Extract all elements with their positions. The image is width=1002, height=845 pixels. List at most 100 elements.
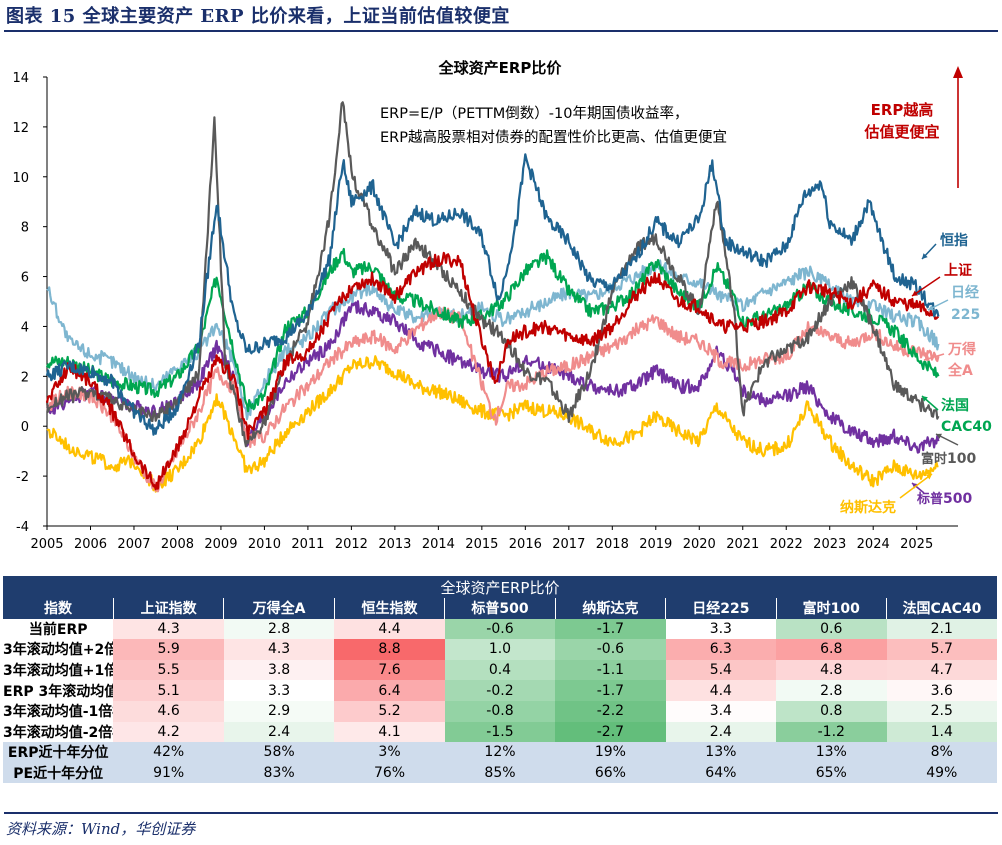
x-tick-label: 2009 bbox=[204, 537, 237, 552]
x-tick-label: 2013 bbox=[378, 537, 411, 552]
x-tick-label: 2020 bbox=[683, 537, 716, 552]
table-row: 3年滚动均值+1倍标准差5.53.87.60.4-1.15.44.84.7 bbox=[3, 659, 997, 681]
row-label: 3年滚动均值-2倍标准差 bbox=[3, 724, 113, 741]
series-label-text: 日经 bbox=[951, 284, 979, 301]
series-label: 富时100 bbox=[921, 433, 976, 467]
series-label: 法国 CAC40 bbox=[921, 395, 992, 435]
column-header: 纳斯达克 bbox=[554, 598, 666, 619]
series-label: 纳斯达克 bbox=[840, 473, 933, 516]
series-label-text: 富时100 bbox=[921, 451, 976, 467]
table-cell: 8.8 bbox=[334, 639, 445, 660]
x-tick-label: 2010 bbox=[248, 537, 281, 552]
percentile-row: ERP近十年分位 42% 58% 3% 12% 19% 13% 13% 8% bbox=[3, 742, 997, 763]
series-line bbox=[46, 300, 940, 454]
table-cell: 0.8 bbox=[776, 700, 887, 722]
y-tick-label: 10 bbox=[12, 171, 29, 186]
table-cell: 2.8 bbox=[223, 618, 335, 640]
series-line bbox=[45, 153, 940, 436]
label-pointer-head bbox=[928, 305, 934, 311]
table-cell: 3.3 bbox=[665, 618, 777, 640]
table-cell: 3.6 bbox=[886, 680, 997, 701]
series-label: 标普500 bbox=[911, 482, 972, 507]
row-label: PE近十年分位 bbox=[3, 762, 114, 784]
table-cell: -2.2 bbox=[555, 700, 666, 722]
column-header: 日经225 bbox=[665, 598, 777, 619]
label-pointer-head bbox=[936, 433, 942, 439]
table-cell: 65% bbox=[776, 762, 887, 784]
series-line bbox=[46, 355, 939, 493]
y-tick-label: 12 bbox=[12, 121, 29, 136]
table-cell: 3.4 bbox=[665, 700, 777, 722]
table-cell: 1.0 bbox=[444, 639, 556, 660]
table-corner: 指数 bbox=[3, 598, 114, 619]
table-cell: 5.7 bbox=[886, 639, 997, 660]
series-line bbox=[45, 306, 940, 493]
series-label-text: 全A bbox=[947, 362, 973, 379]
erp-table: 全球资产ERP比价 指数 上证指数 万得全A 恒生指数 标普500 纳斯达克 日经225 富… bbox=[3, 576, 997, 784]
table-cell: -0.8 bbox=[444, 700, 556, 722]
table-cell: 49% bbox=[886, 762, 997, 784]
formula-annotation: ERP=E/P（PETTM倒数）-10年期国债收益率， bbox=[380, 105, 688, 122]
table-cell: 0.4 bbox=[444, 659, 556, 681]
table-cell: -1.1 bbox=[555, 659, 666, 681]
y-tick-label: 8 bbox=[21, 221, 29, 236]
column-header: 恒生指数 bbox=[333, 598, 445, 619]
source-rule bbox=[4, 812, 998, 814]
table-cell: 2.8 bbox=[776, 680, 887, 701]
table-cell: 4.4 bbox=[665, 680, 777, 701]
table-cell: 19% bbox=[555, 742, 666, 763]
series-label-text: 纳斯达克 bbox=[840, 499, 896, 516]
arrow-label-line1: ERP越高 bbox=[871, 101, 934, 119]
y-tick-label: -2 bbox=[16, 470, 29, 485]
table-cell: 83% bbox=[223, 762, 335, 784]
table-cell: 76% bbox=[334, 762, 445, 784]
table-cell: 5.4 bbox=[665, 659, 777, 681]
row-label: 当前ERP bbox=[28, 621, 88, 638]
note-annotation: ERP越高股票相对债券的配置性价比更高、估值更便宜 bbox=[380, 129, 727, 146]
table-cell: 91% bbox=[113, 762, 224, 784]
series-label-text: 法国 bbox=[941, 397, 969, 414]
row-label: 3年滚动均值-1倍标准差 bbox=[3, 704, 113, 721]
table-cell: 6.4 bbox=[334, 680, 445, 701]
table-cell: 4.2 bbox=[113, 721, 224, 743]
table-cell: 2.4 bbox=[223, 721, 335, 743]
label-pointer-head bbox=[922, 253, 928, 259]
table-cell: 66% bbox=[555, 762, 666, 784]
figure-title: 图表 15 全球主要资产 ERP 比价来看，上证当前估值较便宜 bbox=[6, 6, 510, 27]
series-line bbox=[45, 101, 940, 448]
table-cell: 3% bbox=[334, 742, 445, 763]
table-cell: 5.2 bbox=[334, 700, 445, 722]
table-cell: 0.6 bbox=[776, 618, 887, 640]
column-header: 万得全A bbox=[223, 598, 335, 619]
table-cell: 3.8 bbox=[223, 659, 335, 681]
y-axis: -4 -2 0 2 4 6 8 10 12 14 bbox=[12, 71, 48, 535]
chart-title: 全球资产ERP比价 bbox=[438, 59, 563, 77]
series-line bbox=[46, 259, 940, 421]
label-pointer-head bbox=[922, 396, 928, 402]
source-note: 资料来源：Wind，华创证券 bbox=[6, 820, 196, 838]
x-tick-label: 2006 bbox=[74, 537, 107, 552]
table-cell: -0.6 bbox=[555, 639, 666, 660]
table-row: 3年滚动均值+2倍标准差5.94.38.81.0-0.66.36.85.7 bbox=[3, 639, 997, 660]
table-cell: 5.1 bbox=[113, 680, 224, 701]
table-cell: 4.3 bbox=[113, 618, 224, 640]
table-cell: 8% bbox=[886, 742, 997, 763]
series-label-text: 标普500 bbox=[916, 491, 972, 507]
y-tick-label: 2 bbox=[21, 370, 29, 385]
series-lines bbox=[45, 101, 940, 493]
row-label: ERP 3年滚动均值 bbox=[3, 683, 114, 700]
table-cell: 7.6 bbox=[334, 659, 445, 681]
x-tick-label: 2017 bbox=[552, 537, 585, 552]
series-label: 日经 225 bbox=[927, 284, 980, 323]
table-cell: 2.5 bbox=[886, 700, 997, 722]
series-label: 恒指 bbox=[921, 232, 968, 260]
x-tick-label: 2018 bbox=[596, 537, 629, 552]
x-tick-label: 2024 bbox=[857, 537, 890, 552]
table-cell: 4.7 bbox=[886, 659, 997, 681]
table-cell: 6.3 bbox=[665, 639, 777, 660]
label-pointer bbox=[911, 276, 941, 297]
series-label: 上证 bbox=[911, 263, 972, 297]
row-label: 3年滚动均值+1倍标准差 bbox=[3, 663, 114, 680]
